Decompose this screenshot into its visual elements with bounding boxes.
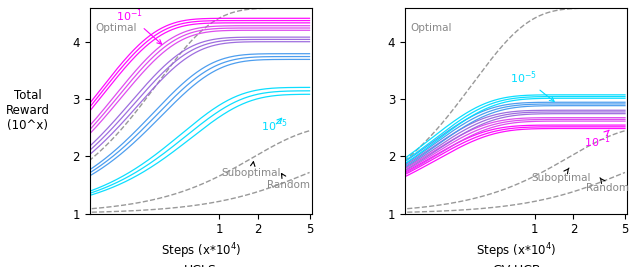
Title: GV-UCB: GV-UCB (492, 264, 540, 267)
Text: $10^{-5}$: $10^{-5}$ (260, 117, 288, 134)
Text: Random: Random (586, 178, 629, 193)
X-axis label: Steps (x*10$^4$): Steps (x*10$^4$) (161, 242, 241, 261)
Text: Suboptimal: Suboptimal (222, 162, 282, 178)
Text: $10^{-5}$: $10^{-5}$ (510, 69, 554, 101)
Text: Random: Random (267, 174, 310, 190)
Text: $10^{-1}$: $10^{-1}$ (116, 7, 162, 44)
Text: Optimal: Optimal (410, 23, 452, 33)
Text: Suboptimal: Suboptimal (532, 168, 591, 183)
Text: $10^{-1}$: $10^{-1}$ (584, 130, 611, 150)
Y-axis label: Total
Reward
(10^x): Total Reward (10^x) (6, 89, 50, 132)
Text: Optimal: Optimal (95, 23, 136, 33)
X-axis label: Steps (x*10$^4$): Steps (x*10$^4$) (476, 242, 556, 261)
Title: UCLS: UCLS (184, 264, 217, 267)
